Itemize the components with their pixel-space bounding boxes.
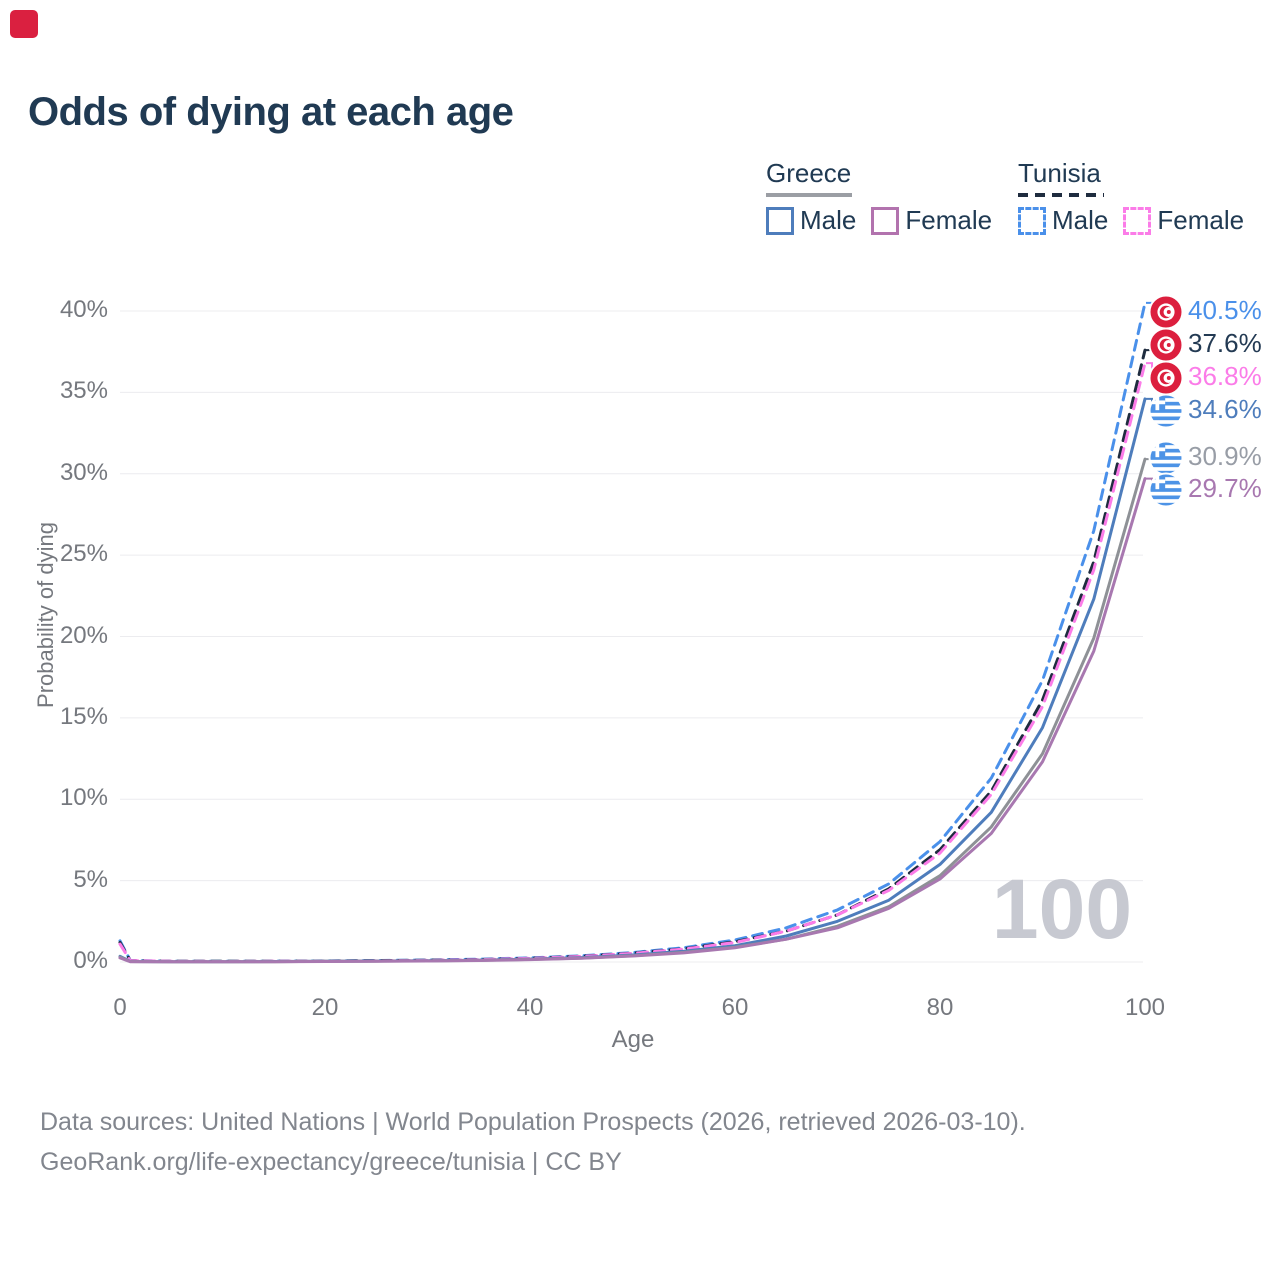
age-watermark: 100: [992, 862, 1132, 956]
legend-country-greece[interactable]: Greece: [766, 158, 852, 188]
x-tick-label-0: 0: [113, 994, 127, 1021]
legend-country-wrap-greece: Greece: [766, 158, 992, 197]
legend-label-tunisia-female: Female: [1157, 205, 1245, 235]
legend-swatch-tunisia-female: [1123, 206, 1152, 235]
legend-swatch-tunisia-male: [1018, 206, 1046, 235]
curve-greece-female: [118, 477, 1147, 964]
greece-flag-icon: [1148, 393, 1184, 429]
y-tick-label-30%: 30%: [59, 458, 108, 486]
legend-label-tunisia-male: Male: [1052, 205, 1109, 235]
end-label-greece-female: 29.7%: [1188, 473, 1262, 503]
x-tick-label-60: 60: [721, 994, 749, 1021]
legend-label-greece-male: Male: [800, 205, 857, 235]
legend-items-greece: Male Female: [766, 205, 992, 236]
end-label-tunisia-female: 36.8%: [1188, 361, 1262, 391]
legend-underline-greece: [766, 193, 852, 197]
page-title: Odds of dying at each age: [28, 90, 514, 134]
curves: [118, 301, 1147, 964]
legend-label-greece-female: Female: [905, 205, 993, 235]
gridlines: [120, 310, 1143, 963]
end-label-tunisia-both-sexes: 37.6%: [1188, 328, 1262, 358]
footer-attribution: GeoRank.org/life-expectancy/greece/tunis…: [40, 1148, 622, 1176]
tunisia-flag-icon: [1148, 360, 1184, 396]
y-tick-label-10%: 10%: [59, 784, 108, 812]
end-label-tunisia-male: 40.5%: [1188, 295, 1262, 325]
tunisia-flag-icon: [1148, 294, 1184, 330]
footer: Data sources: United Nations | World Pop…: [40, 1102, 1026, 1182]
flag-icons: [1148, 294, 1184, 508]
legend-item-greece-female[interactable]: Female: [871, 205, 992, 236]
y-tick-label-5%: 5%: [73, 865, 108, 893]
legend-swatch-greece-female: [871, 206, 900, 235]
end-label-greece-both-sexes: 30.9%: [1188, 441, 1262, 471]
legend-group-greece: Greece Male Female: [766, 158, 992, 236]
y-tick-label-0%: 0%: [73, 947, 108, 974]
legend-item-tunisia-male[interactable]: Male: [1018, 205, 1108, 236]
x-tick-label-40: 40: [516, 994, 544, 1021]
legend-underline-tunisia: [1018, 193, 1104, 197]
y-axis-title: Probability of dying: [33, 522, 58, 708]
x-tick-label-20: 20: [311, 994, 339, 1021]
legend-country-wrap-tunisia: Tunisia: [1018, 158, 1244, 197]
x-tick-label-100: 100: [1124, 994, 1166, 1021]
legend-items-tunisia: Male Female: [1018, 205, 1244, 236]
legend-group-tunisia: Tunisia Male Female: [1018, 158, 1244, 236]
end-label-greece-male: 34.6%: [1188, 394, 1262, 424]
legend-swatch-greece-male: [766, 206, 794, 235]
y-tick-label-35%: 35%: [59, 377, 108, 405]
footer-sources: Data sources: United Nations | World Pop…: [40, 1108, 1026, 1136]
y-tick-label-25%: 25%: [59, 540, 108, 568]
chart-legend: Greece Male Female Tunisia: [0, 158, 1280, 244]
x-axis-title: Age: [611, 1026, 655, 1053]
tunisia-flag-icon: [1148, 327, 1184, 363]
x-tick-label-80: 80: [926, 994, 954, 1021]
y-tick-label-40%: 40%: [59, 296, 108, 323]
y-tick-label-15%: 15%: [59, 702, 108, 730]
legend-item-greece-male[interactable]: Male: [766, 205, 856, 236]
legend-item-tunisia-female[interactable]: Female: [1123, 205, 1244, 236]
record-indicator: [10, 10, 38, 38]
greece-flag-icon: [1148, 440, 1184, 476]
greece-flag-icon: [1148, 472, 1184, 508]
legend-country-tunisia[interactable]: Tunisia: [1018, 158, 1101, 188]
y-tick-label-20%: 20%: [59, 621, 108, 649]
